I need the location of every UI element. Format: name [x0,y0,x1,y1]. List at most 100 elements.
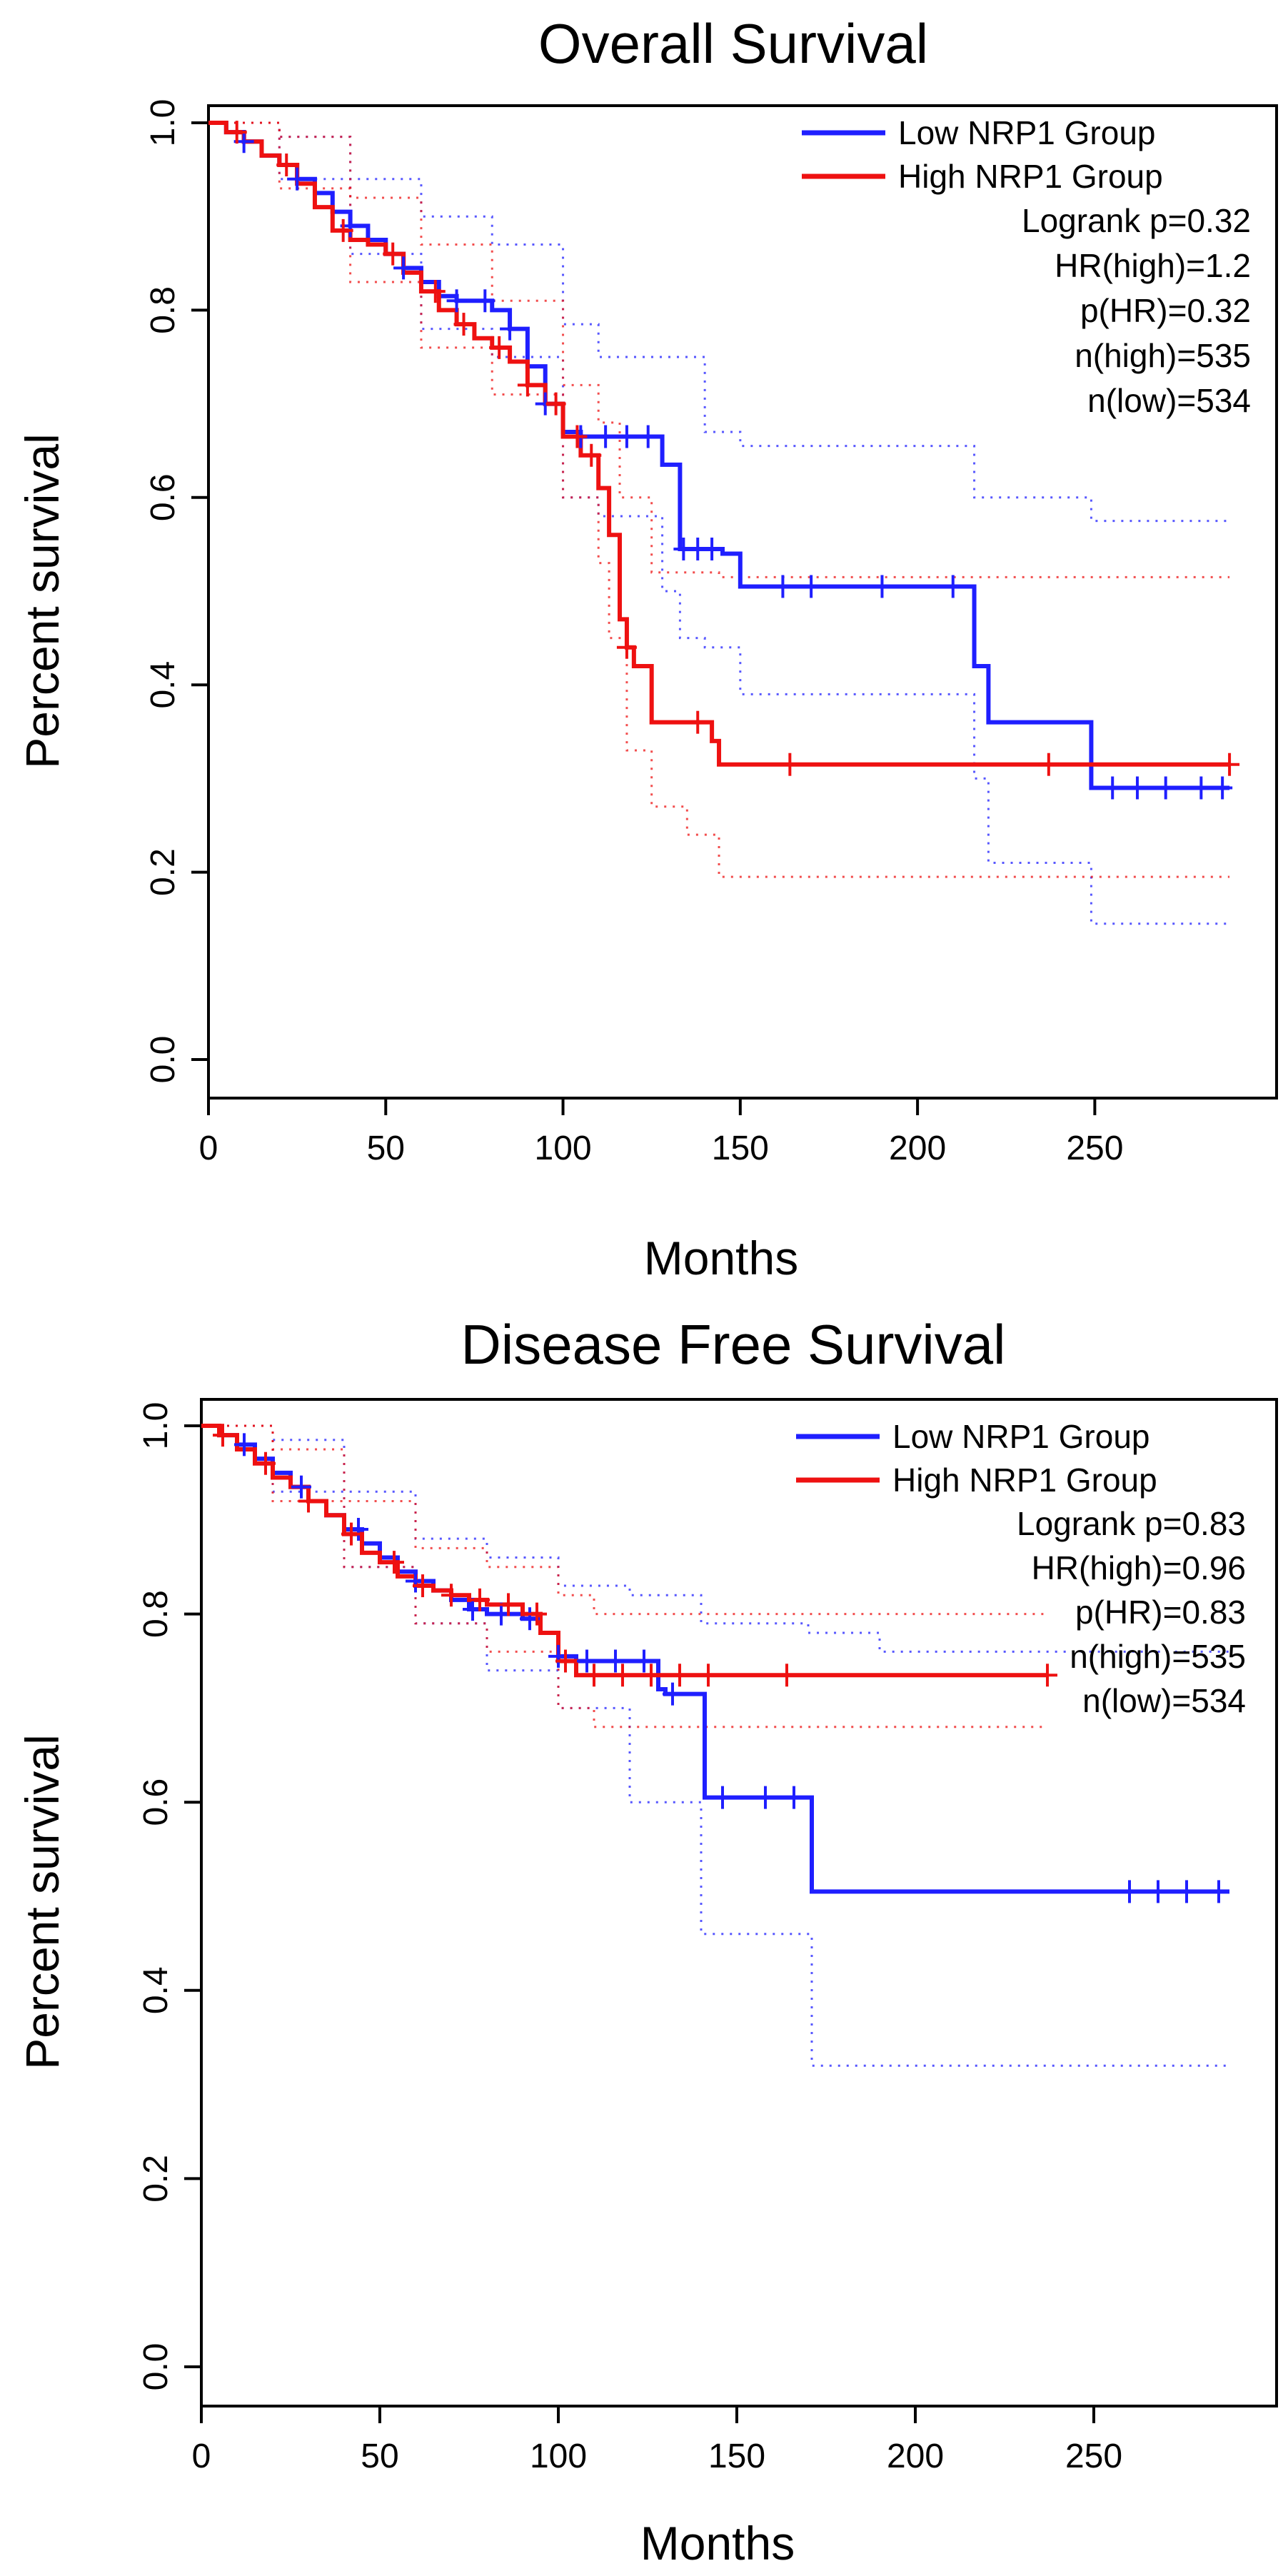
censor-mark-low [1191,776,1212,800]
censor-mark-high [1038,753,1059,776]
censor-mark-high [425,280,446,303]
censor-mark-high [498,1593,518,1616]
censor-mark-low [872,575,892,598]
legend: Low NRP1 Group High NRP1 Group Logrank p… [796,1418,1246,1719]
censor-mark-high [527,1602,547,1626]
x-tick-label: 50 [361,2437,398,2475]
censor-mark-low [638,425,658,448]
censor-mark-low [577,1649,597,1673]
censor-mark-high [341,1522,361,1546]
y-tick-label: 0.6 [144,473,182,521]
stat-logrank: Logrank p=0.32 [1022,202,1251,239]
censor-mark-low [1120,1880,1139,1903]
ci-lower-high [201,1424,1047,1729]
x-axis-title: Months [640,2517,795,2570]
censor-mark-low [755,1786,775,1809]
censor-mark-high [489,336,510,359]
censor-mark-high [581,443,602,467]
censor-mark-high [470,1588,490,1611]
x-tick-label: 150 [708,2437,765,2475]
y-tick-label: 0.4 [137,1966,175,2014]
y-tick-label: 0.8 [144,286,182,334]
legend-label-low: Low NRP1 Group [892,1418,1150,1455]
legend: Low NRP1 Group High NRP1 Group Logrank p… [802,114,1251,419]
censor-mark-high [780,753,800,776]
ci-upper-high [208,121,1230,578]
x-tick-label: 200 [887,2437,944,2475]
censor-mark-low [393,256,414,280]
x-tick-label: 250 [1066,1129,1123,1167]
censor-mark-low [801,575,822,598]
censor-mark-high [517,373,538,397]
censor-mark-high [298,1489,318,1513]
x-axis-title: Months [644,1232,798,1284]
y-tick-label: 0.8 [137,1590,175,1638]
censor-mark-high [555,1649,575,1673]
censor-mark-low [1177,1880,1197,1903]
stat-n-low: n(low)=534 [1082,1682,1246,1719]
censor-mark-low [1102,776,1123,800]
legend-label-high: High NRP1 Group [892,1461,1157,1499]
censor-mark-low [702,537,723,560]
censor-mark-high [613,1664,633,1687]
stat-n-high: n(high)=535 [1075,337,1251,374]
y-axis-title: Percent survival [16,1734,69,2070]
censor-mark-low [475,289,495,313]
stat-p-hr: p(HR)=0.32 [1080,292,1251,329]
censor-mark-low [1212,776,1233,800]
censor-mark-high [670,1664,690,1687]
censor-mark-low [234,1433,254,1456]
censor-mark-high [383,242,403,266]
censor-mark-low [500,317,520,341]
censor-mark-high [1219,753,1240,776]
censor-mark-low [605,1649,625,1673]
censor-mark-high [616,635,637,659]
censor-mark-high [384,1551,404,1574]
censor-mark-low [663,1682,683,1706]
y-tick-label: 1.0 [144,99,182,147]
censor-mark-low [446,289,467,313]
y-tick-label: 0.0 [137,2343,175,2391]
censor-mark-low [287,167,308,191]
censor-mark-low [1148,1880,1168,1903]
x-tick-label: 0 [199,1129,218,1167]
stat-p-hr: p(HR)=0.83 [1075,1594,1246,1631]
censor-mark-high [453,313,474,336]
stat-logrank: Logrank p=0.83 [1017,1505,1246,1542]
ci-lower-low [201,1424,1229,2067]
y-tick-label: 0.2 [137,2155,175,2203]
y-tick-label: 0.2 [144,848,182,896]
y-axis-ticks: 0.0 0.2 0.4 0.6 0.8 1.0 [137,1402,201,2391]
x-tick-label: 150 [712,1129,769,1167]
y-axis-title: Percent survival [16,433,69,769]
censor-mark-high [545,392,566,416]
x-axis-ticks: 0 50 100 150 200 250 [192,2406,1122,2475]
stat-hr: HR(high)=0.96 [1032,1549,1246,1586]
chart-title: Disease Free Survival [461,1313,1006,1376]
censor-mark-low [1127,776,1147,800]
censor-marks [213,1424,1229,1903]
y-tick-label: 0.0 [144,1036,182,1084]
censor-mark-high [226,121,247,144]
ci-lower-high [208,121,1230,878]
censor-mark-low [784,1786,804,1809]
stat-hr: HR(high)=1.2 [1055,247,1251,284]
disease-free-survival-panel: Disease Free Survival 0 50 100 150 200 250 0.… [16,1313,1278,2570]
censor-mark-low [942,575,963,598]
censor-mark-low [634,1649,654,1673]
censor-mark-high [333,218,353,242]
censor-mark-low [616,425,637,448]
ci-lower-low [208,121,1230,925]
censor-mark-high [441,1584,461,1607]
censor-mark-high [1037,1664,1057,1687]
x-tick-label: 100 [530,2437,587,2475]
confidence-bands [201,1424,1229,2067]
censor-mark-high [256,1451,276,1475]
censor-mark-high [698,1664,718,1687]
stat-n-low: n(low)=534 [1087,382,1251,419]
x-tick-label: 250 [1065,2437,1122,2475]
censor-mark-high [777,1664,797,1687]
censor-mark-low [713,1786,733,1809]
censor-mark-high [584,1664,604,1687]
